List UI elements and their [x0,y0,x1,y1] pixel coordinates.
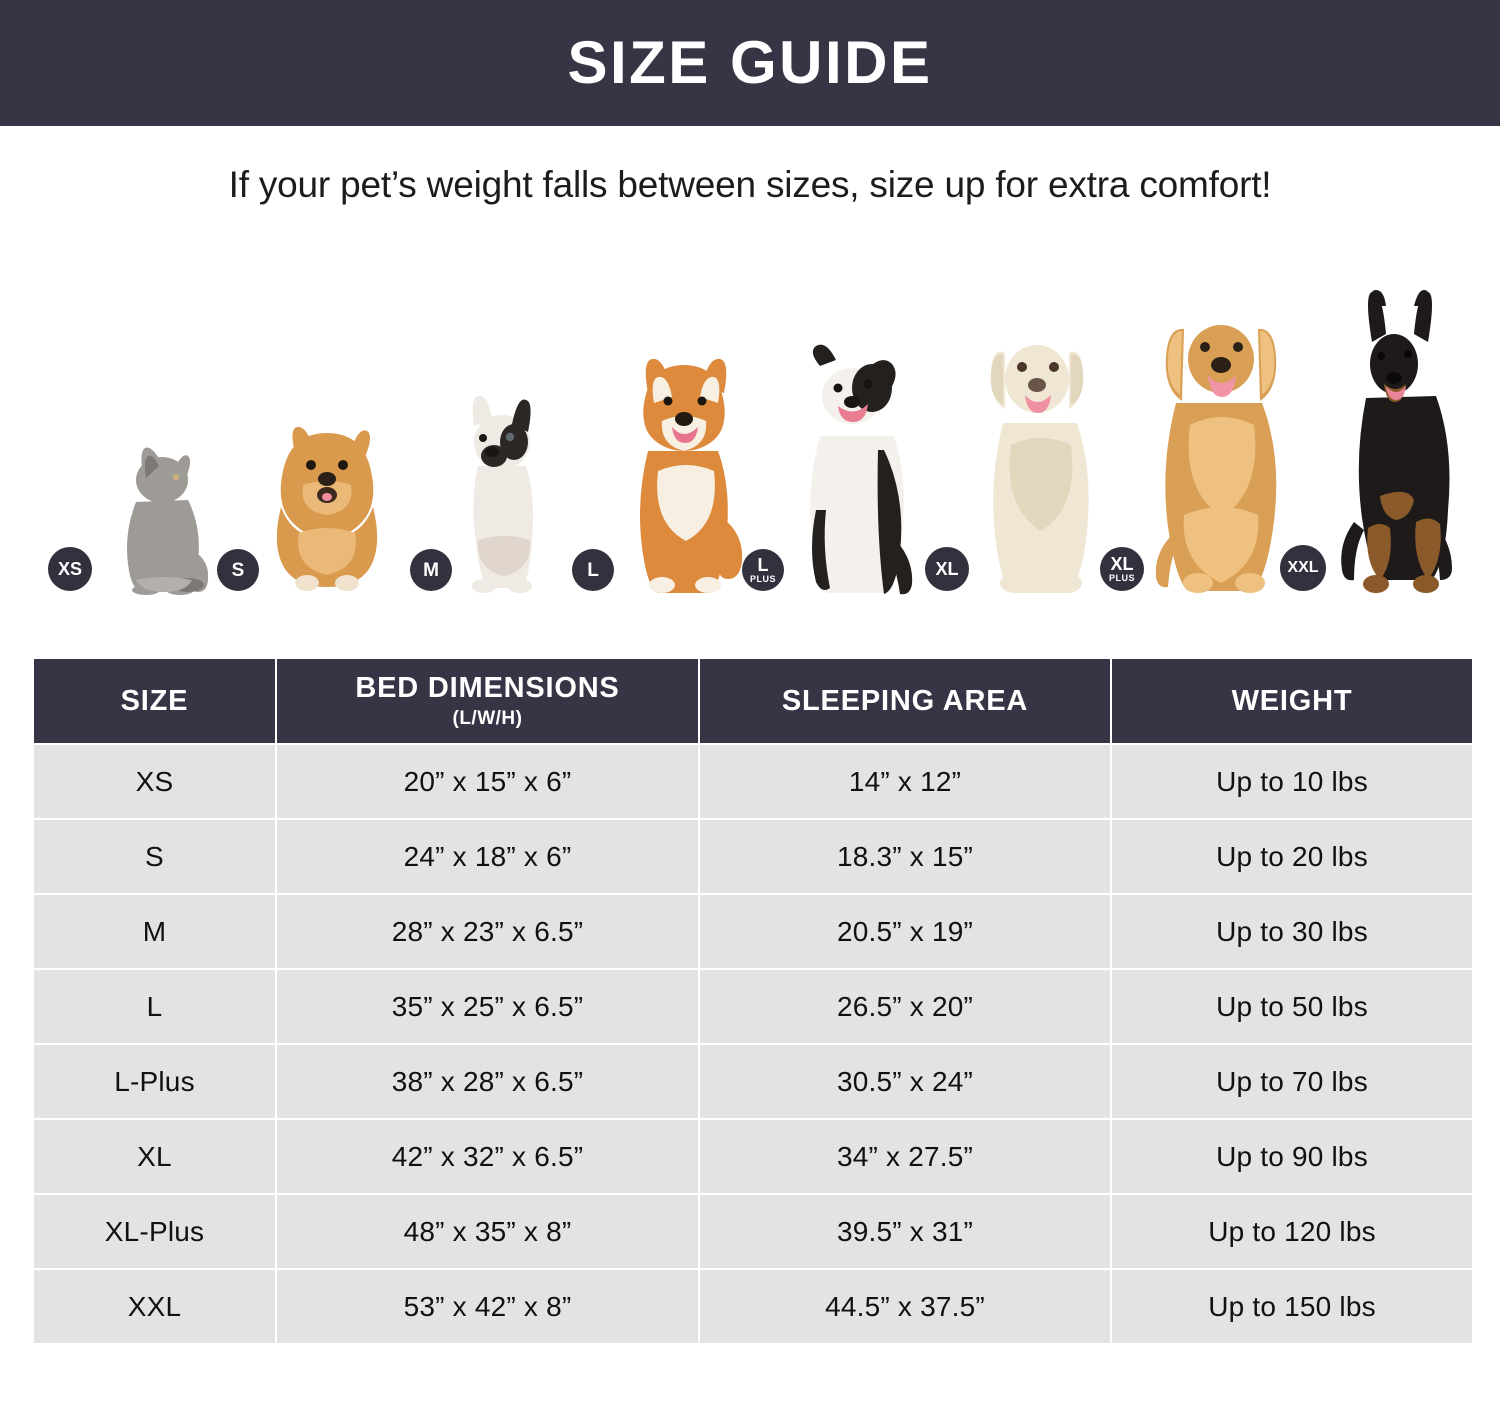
pet-item-l-plus: L PLUS [742,340,940,595]
cell-sleeping-area: 39.5” x 31” [700,1195,1110,1268]
cell-weight: Up to 10 lbs [1112,745,1472,818]
cell-size: L-Plus [34,1045,275,1118]
table-header-row: SIZE BED DIMENSIONS (L/W/H) SLEEPING ARE… [34,659,1472,743]
size-badge-label: M [423,559,439,581]
golden-retriever-silhouette-icon [1155,325,1277,593]
pet-item-m: M [410,390,568,595]
table-row: XS 20” x 15” x 6” 14” x 12” Up to 10 lbs [34,745,1472,818]
size-badge-m: M [410,549,452,591]
column-header-weight-label: WEIGHT [1231,684,1353,717]
cell-dimensions: 42” x 32” x 6.5” [277,1120,698,1193]
size-badge-label: XL [935,559,959,579]
cell-weight: Up to 20 lbs [1112,820,1472,893]
subtitle-text: If your pet’s weight falls between sizes… [228,164,1272,205]
cell-weight: Up to 50 lbs [1112,970,1472,1043]
cell-sleeping-area: 14” x 12” [700,745,1110,818]
cell-size: M [34,895,275,968]
table-body: XS 20” x 15” x 6” 14” x 12” Up to 10 lbs… [34,745,1472,1343]
table-row: L-Plus 38” x 28” x 6.5” 30.5” x 24” Up t… [34,1045,1472,1118]
pet-item-s: S [217,415,400,595]
cell-sleeping-area: 20.5” x 19” [700,895,1110,968]
pet-item-xxl: XXL [1280,290,1472,595]
cell-dimensions: 28” x 23” x 6.5” [277,895,698,968]
table-row: S 24” x 18” x 6” 18.3” x 15” Up to 20 lb… [34,820,1472,893]
cell-size: XS [34,745,275,818]
cell-dimensions: 48” x 35” x 8” [277,1195,698,1268]
column-header-sleeping-area-label: SLEEPING AREA [781,684,1029,717]
cell-size: L [34,970,275,1043]
pet-item-xl-plus: XL PLUS [1100,307,1305,595]
pet-item-xl: XL [925,325,1115,595]
pet-size-illustrations: XS [0,280,1500,595]
french-bulldog-silhouette-icon [472,395,534,593]
header-bar: SIZE GUIDE [0,0,1500,126]
pomeranian-silhouette-icon [276,426,378,591]
size-badge-l: L [572,549,614,591]
size-badge-xl-plus: XL PLUS [1100,547,1144,591]
size-badge-label: XS [57,559,82,579]
column-header-bed-dimensions: BED DIMENSIONS (L/W/H) [277,659,698,743]
size-badge-xl: XL [925,547,969,591]
table-row: XL 42” x 32” x 6.5” 34” x 27.5” Up to 90… [34,1120,1472,1193]
column-header-bed-dimensions-sub: (L/W/H) [452,708,523,729]
column-header-sleeping-area: SLEEPING AREA [700,659,1110,743]
size-badge-label: XL [1110,554,1134,574]
cell-weight: Up to 70 lbs [1112,1045,1472,1118]
size-badge-s: S [217,549,259,591]
table-row: XL-Plus 48” x 35” x 8” 39.5” x 31” Up to… [34,1195,1472,1268]
cell-dimensions: 35” x 25” x 6.5” [277,970,698,1043]
cell-sleeping-area: 44.5” x 37.5” [700,1270,1110,1343]
cell-size: XL-Plus [34,1195,275,1268]
size-badge-l-plus: L PLUS [742,549,784,591]
cell-dimensions: 24” x 18” x 6” [277,820,698,893]
cell-weight: Up to 150 lbs [1112,1270,1472,1343]
cell-weight: Up to 120 lbs [1112,1195,1472,1268]
border-collie-silhouette-icon [810,344,913,595]
size-badge-xs: XS [48,547,92,591]
shiba-inu-silhouette-icon [640,358,743,593]
size-badge-label: S [231,559,245,581]
table-row: XXL 53” x 42” x 8” 44.5” x 37.5” Up to 1… [34,1270,1472,1343]
cell-size: XL [34,1120,275,1193]
cell-dimensions: 38” x 28” x 6.5” [277,1045,698,1118]
cell-weight: Up to 90 lbs [1112,1120,1472,1193]
cell-size: XXL [34,1270,275,1343]
column-header-weight: WEIGHT [1112,659,1472,743]
cell-dimensions: 20” x 15” x 6” [277,745,698,818]
size-badge-label: L [757,555,769,575]
cell-dimensions: 53” x 42” x 8” [277,1270,698,1343]
column-header-size: SIZE [34,659,275,743]
pet-item-l: L [572,355,760,595]
size-badge-xxl: XXL [1280,545,1326,591]
size-badge-sublabel: PLUS [749,574,776,584]
table-header: SIZE BED DIMENSIONS (L/W/H) SLEEPING ARE… [34,659,1472,743]
cell-sleeping-area: 30.5” x 24” [700,1045,1110,1118]
page-title: SIZE GUIDE [567,29,933,96]
cell-weight: Up to 30 lbs [1112,895,1472,968]
cat-silhouette-icon [127,447,209,595]
cell-sleeping-area: 34” x 27.5” [700,1120,1110,1193]
table-row: M 28” x 23” x 6.5” 20.5” x 19” Up to 30 … [34,895,1472,968]
pet-item-xs: XS [48,430,228,595]
doberman-silhouette-icon [1341,290,1452,593]
size-badge-sublabel: PLUS [1108,573,1135,583]
cell-sleeping-area: 26.5” x 20” [700,970,1110,1043]
labrador-silhouette-icon [990,345,1089,593]
table-row: L 35” x 25” x 6.5” 26.5” x 20” Up to 50 … [34,970,1472,1043]
column-header-size-label: SIZE [120,684,189,717]
column-header-bed-dimensions-label: BED DIMENSIONS [355,672,620,704]
cell-size: S [34,820,275,893]
size-guide-table: SIZE BED DIMENSIONS (L/W/H) SLEEPING ARE… [32,657,1474,1345]
size-badge-label: XXL [1287,559,1319,576]
cell-sleeping-area: 18.3” x 15” [700,820,1110,893]
size-badge-label: L [587,559,599,581]
